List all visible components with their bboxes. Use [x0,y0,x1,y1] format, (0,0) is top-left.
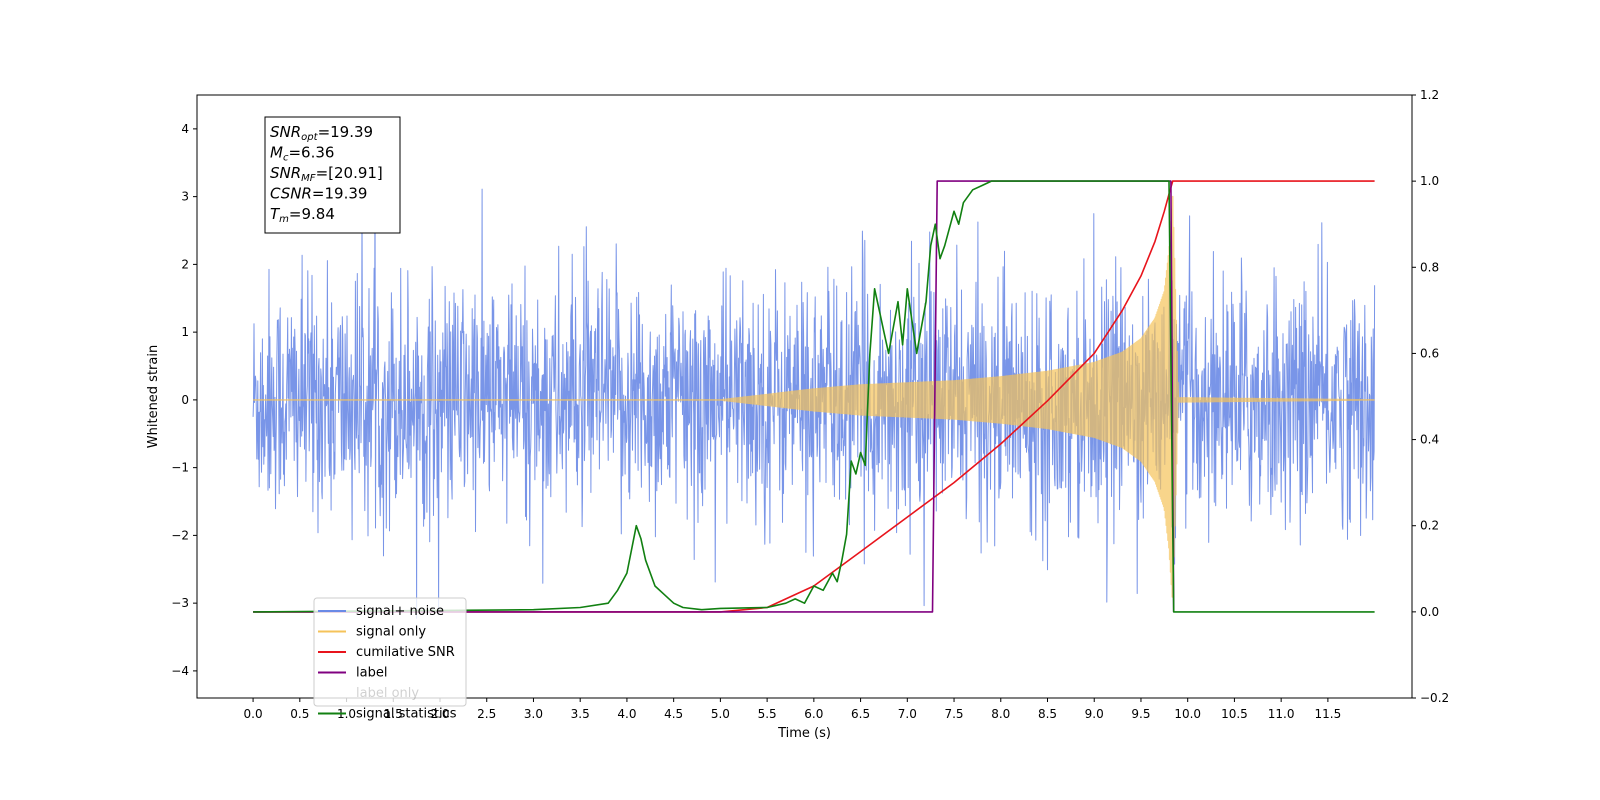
x-tick-label: 3.0 [524,707,543,721]
x-tick-label: 6.5 [851,707,870,721]
annotation-subscript: opt [301,132,318,143]
x-tick-label: 9.5 [1131,707,1150,721]
x-tick-label: 6.0 [804,707,823,721]
annotation-value: =19.39 [312,185,368,203]
legend-label: signal only [356,625,426,640]
legend-label: signal statistics [356,707,457,722]
y2-tick-label: 0.6 [1420,346,1439,360]
y2-tick-label: 1.0 [1420,174,1439,188]
annotation-subscript: c [283,153,289,164]
y-axis-right: 1.2 1.0 0.8 0.6 0.4 0.2 0.0 −0.2 [1412,88,1449,705]
x-tick-label: 1.0 [337,707,356,721]
series-layer [252,154,1376,619]
annotation-symbol: CSNR [270,185,312,203]
legend-frame [313,597,467,707]
x-tick-label: 11.5 [1315,707,1342,721]
annotation-symbol: M [270,144,283,162]
y-axis-left: 4 3 2 1 0 −1 −2 −3 −4 [171,122,197,678]
legend-label-hidden: label only [356,686,419,701]
x-tick-label: 5.0 [711,707,730,721]
y-tick-label: 1 [181,325,189,339]
y2-tick-label: −0.2 [1420,691,1449,705]
annotation-value: =[20.91] [316,164,383,182]
series-line-5 [253,180,1375,613]
y-tick-label: −1 [171,461,189,475]
series-line-1 [252,195,1375,598]
x-tick-label: 5.5 [758,707,777,721]
y2-tick-label: 0.8 [1420,260,1439,274]
annotation-subscript: MF [301,173,316,184]
y2-tick-label: 0.0 [1420,605,1439,619]
x-axis-label: Time (s) [777,726,831,741]
axes-frame [196,94,1413,699]
x-tick-label: 7.0 [898,707,917,721]
y2-tick-label: 0.2 [1420,519,1439,533]
x-tick-label: 11.0 [1268,707,1295,721]
x-tick-label: 10.0 [1174,707,1201,721]
x-tick-label: 2.0 [430,707,449,721]
annotation-symbol: SNR [270,164,301,182]
annotation-line: SNRMF=[20.91] [270,164,383,184]
annotation-frame [264,116,401,234]
legend-label: cumilative SNR [356,645,455,660]
y-tick-label: −2 [171,528,189,542]
y2-tick-label: 1.2 [1420,88,1439,102]
annotation-line: CSNR=19.39 [270,185,367,203]
x-tick-label: 0.5 [290,707,309,721]
annotation-value: =19.39 [318,123,374,141]
legend: signal+ noise signal only cumilative SNR la… [313,597,467,722]
annotation-value: =9.84 [289,205,335,223]
y-tick-label: 2 [181,257,189,271]
x-tick-label: 8.0 [991,707,1010,721]
series-line-2 [253,180,1375,613]
y-axis-label: Whitened strain [146,345,161,448]
x-tick-label: 3.5 [571,707,590,721]
annotation-subscript: m [279,214,289,225]
x-tick-label: 9.0 [1085,707,1104,721]
annotation-line: SNRopt=19.39 [270,123,373,143]
y-tick-label: 4 [181,122,189,136]
x-tick-label: 10.5 [1221,707,1248,721]
annotation-line: Mc=6.36 [270,144,334,164]
x-tick-label: 2.5 [477,707,496,721]
x-tick-label: 7.5 [944,707,963,721]
series-line-3 [253,180,1175,613]
annotation-box: SNRopt=19.39Mc=6.36SNRMF=[20.91]CSNR=19.… [264,116,401,234]
x-tick-label: 0.0 [244,707,263,721]
x-tick-label: 8.5 [1038,707,1057,721]
annotation-symbol: SNR [270,123,301,141]
x-tick-label: 4.5 [664,707,683,721]
annotation-line: Tm=9.84 [270,205,335,225]
annotation-symbol: T [270,205,281,223]
y-tick-label: −3 [171,596,189,610]
y-tick-label: 3 [181,190,189,204]
series-line-0 [252,154,1376,619]
y-tick-label: −4 [171,664,189,678]
x-axis: 0.0 0.5 1.0 1.5 2.0 2.5 3.0 3.5 4.0 4.5 5.0 5.5 6.0 6… [244,698,1342,721]
x-tick-label: 4.0 [617,707,636,721]
x-tick-label: 1.5 [384,707,403,721]
annotation-value: =6.36 [288,144,334,162]
legend-label: signal+ noise [356,604,444,619]
legend-label: label [356,666,387,681]
y2-tick-label: 0.4 [1420,433,1439,447]
y-tick-label: 0 [181,393,189,407]
